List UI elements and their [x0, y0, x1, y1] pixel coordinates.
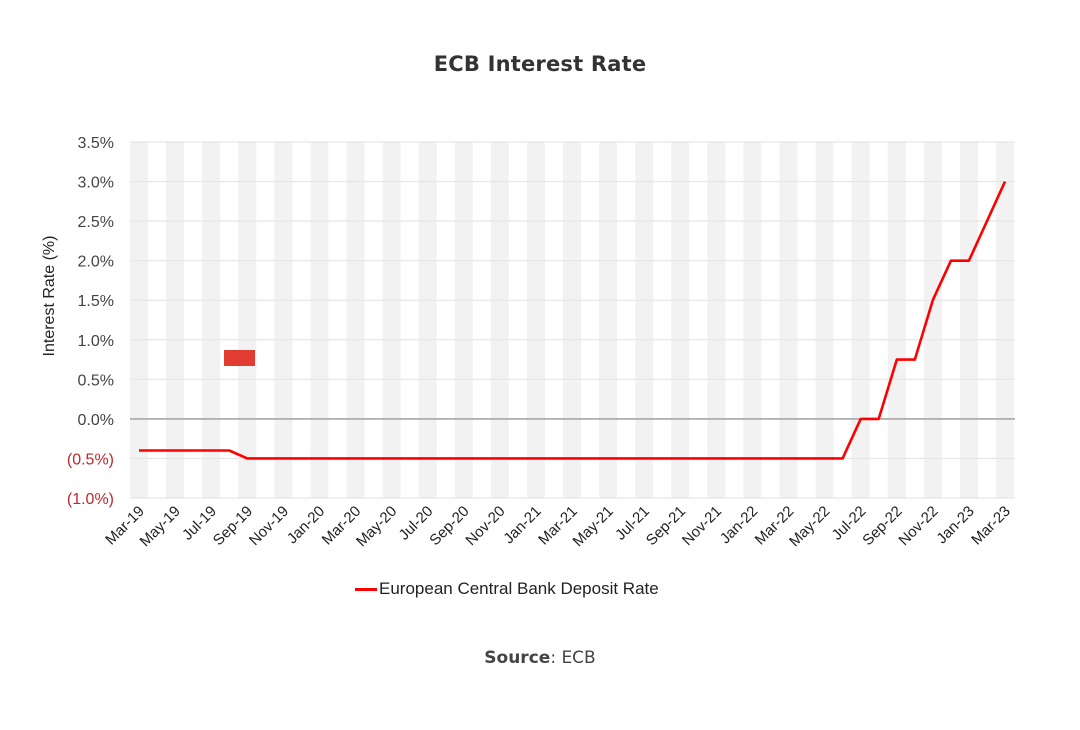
- month-stripe: [274, 142, 293, 498]
- month-stripe: [923, 142, 942, 498]
- y-tick-label: 2.0%: [78, 254, 114, 271]
- series-line-deposit-rate: [139, 181, 1007, 460]
- month-stripe: [635, 142, 654, 498]
- x-tick-label: May-19: [137, 503, 184, 550]
- y-axis-ticks: 3.5% 3.0% 2.5% 2.0% 1.5% 1.0% 0.5% 0.0% (0.5%) (1…: [67, 135, 114, 508]
- x-tick-label: Mar-23: [968, 503, 1014, 549]
- source-label: Source: [484, 648, 551, 668]
- source-note: Source: ECB: [0, 648, 1080, 668]
- month-stripe: [238, 142, 257, 498]
- y-tick-label: 0.0%: [78, 412, 114, 429]
- red-marker-block: [224, 350, 255, 366]
- x-tick-label: Sep-20: [426, 503, 472, 549]
- month-stripe: [851, 142, 870, 498]
- legend-label: European Central Bank Deposit Rate: [379, 579, 659, 598]
- legend: European Central Bank Deposit Rate: [355, 579, 659, 599]
- month-stripe: [166, 142, 185, 498]
- y-tick-label: (0.5%): [67, 451, 114, 468]
- chart-title: ECB Interest Rate: [433, 52, 647, 76]
- x-tick-label: Nov-21: [679, 503, 725, 549]
- month-stripe: [959, 142, 978, 498]
- month-stripe: [418, 142, 437, 498]
- month-stripe: [779, 142, 798, 498]
- y-tick-label: 3.5%: [78, 135, 114, 152]
- x-tick-label: May-20: [353, 503, 400, 550]
- y-tick-label: (1.0%): [67, 491, 114, 508]
- y-tick-label: 3.0%: [78, 175, 114, 192]
- month-stripes: [129, 142, 1015, 498]
- x-tick-label: May-21: [570, 503, 617, 550]
- month-stripe: [815, 142, 834, 498]
- x-axis-ticks: Mar-19May-19Jul-19Sep-19Nov-19Jan-20Mar-…: [102, 503, 1014, 550]
- month-stripe: [599, 142, 618, 498]
- month-stripe: [129, 142, 149, 498]
- x-tick-label: Sep-22: [859, 503, 905, 549]
- month-stripe: [743, 142, 762, 498]
- source-value: : ECB: [550, 648, 596, 668]
- y-tick-label: 1.5%: [78, 293, 114, 310]
- x-tick-label: Sep-21: [643, 503, 689, 549]
- legend-line-icon: [355, 587, 377, 591]
- month-stripe: [346, 142, 365, 498]
- month-stripe: [995, 142, 1015, 498]
- x-tick-label: Sep-19: [210, 503, 256, 549]
- x-tick-label: Nov-19: [246, 503, 292, 549]
- month-stripe: [562, 142, 582, 498]
- x-tick-label: Nov-20: [462, 503, 508, 549]
- y-tick-label: 2.5%: [78, 214, 114, 231]
- y-axis-label: Interest Rate (%): [41, 236, 58, 357]
- month-stripe: [202, 142, 221, 498]
- month-stripe: [671, 142, 690, 498]
- month-stripe: [454, 142, 473, 498]
- month-stripe: [887, 142, 906, 498]
- month-stripe: [382, 142, 401, 498]
- gridlines: [130, 141, 1015, 499]
- x-tick-label: May-22: [786, 503, 833, 550]
- month-stripe: [490, 142, 509, 498]
- month-stripe: [310, 142, 329, 498]
- month-stripe: [526, 142, 545, 498]
- month-stripe: [707, 142, 726, 498]
- y-tick-label: 0.5%: [78, 372, 114, 389]
- y-tick-label: 1.0%: [78, 333, 114, 350]
- x-tick-label: Nov-22: [895, 503, 941, 549]
